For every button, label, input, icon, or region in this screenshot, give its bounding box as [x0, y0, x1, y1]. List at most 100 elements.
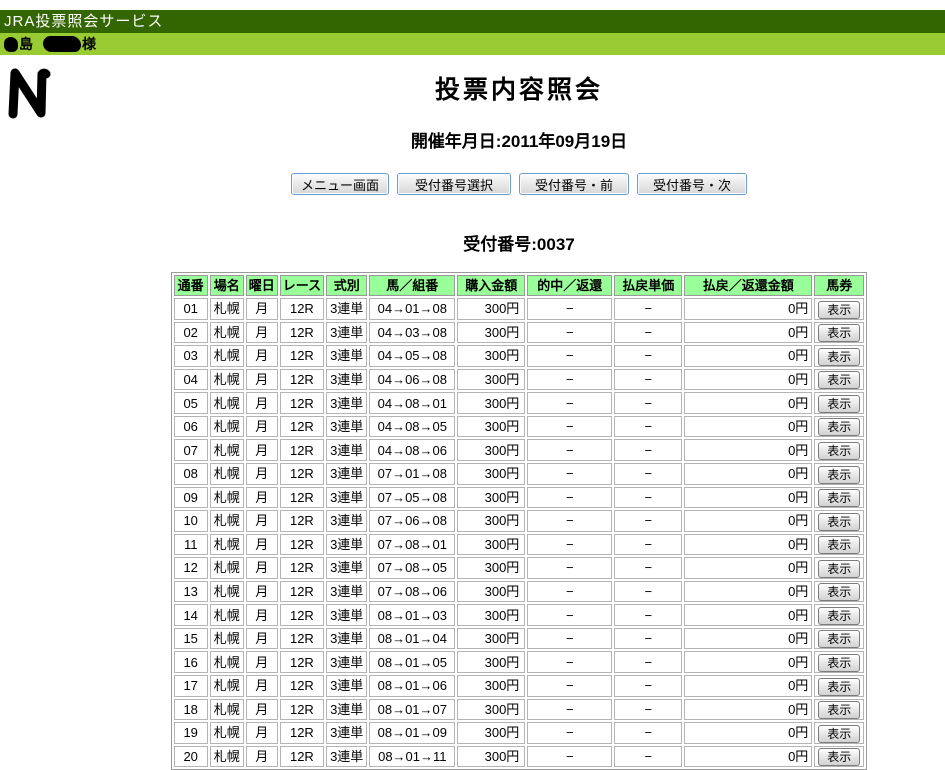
cell-venue: 札幌: [209, 651, 244, 673]
cell-payout-amount: 0円: [684, 557, 813, 579]
show-ticket-button[interactable]: 表示: [818, 324, 861, 343]
user-honorific: 様: [82, 36, 96, 52]
cell-serial: 15: [173, 627, 208, 650]
cell-horse-numbers: 07→06→08: [369, 510, 456, 532]
cell-serial: 03: [173, 345, 208, 367]
cell-ticket: 表示: [814, 345, 865, 367]
cell-ticket: 表示: [814, 533, 865, 556]
cell-race: 12R: [279, 298, 325, 320]
show-ticket-button[interactable]: 表示: [818, 724, 861, 743]
show-ticket-button[interactable]: 表示: [818, 606, 861, 625]
cell-hit-return: −: [527, 298, 613, 320]
column-header: 的中／返還: [527, 275, 613, 296]
cell-bet-type: 3連単: [326, 533, 368, 556]
cell-race: 12R: [279, 392, 325, 414]
cell-purchase-amount: 300円: [457, 745, 526, 768]
cell-venue: 札幌: [209, 510, 244, 532]
show-ticket-button[interactable]: 表示: [818, 748, 861, 767]
cell-payout-amount: 0円: [684, 510, 813, 532]
cell-bet-type: 3連単: [326, 580, 368, 603]
cell-serial: 19: [173, 722, 208, 744]
cell-payout-amount: 0円: [684, 722, 813, 744]
cell-payout-unit-price: −: [614, 439, 683, 461]
reception-number-prev-button[interactable]: 受付番号・前: [519, 173, 629, 195]
show-ticket-button[interactable]: 表示: [818, 441, 861, 460]
cell-payout-unit-price: −: [614, 510, 683, 532]
cell-purchase-amount: 300円: [457, 486, 526, 509]
cell-race: 12R: [279, 675, 325, 697]
show-ticket-button[interactable]: 表示: [818, 489, 861, 508]
cell-day: 月: [245, 651, 278, 673]
cell-hit-return: −: [527, 415, 613, 438]
table-row: 17 札幌月 12R 3連単 08→01→06 300円 − −0円 表示: [173, 675, 865, 697]
cell-horse-numbers: 07→05→08: [369, 486, 456, 509]
cell-payout-amount: 0円: [684, 439, 813, 461]
show-ticket-button[interactable]: 表示: [818, 465, 861, 484]
column-header: 曜日: [245, 275, 278, 296]
menu-screen-button[interactable]: メニュー画面: [291, 173, 389, 195]
cell-ticket: 表示: [814, 722, 865, 744]
main-content: 投票内容照会 開催年月日:2011年09月19日 メニュー画面 受付番号選択 受…: [93, 70, 945, 770]
cell-payout-amount: 0円: [684, 345, 813, 367]
reception-number-next-button[interactable]: 受付番号・次: [637, 173, 747, 195]
cell-hit-return: −: [527, 510, 613, 532]
cell-race: 12R: [279, 533, 325, 556]
cell-bet-type: 3連単: [326, 486, 368, 509]
table-row: 10 札幌月 12R 3連単 07→06→08 300円 − −0円 表示: [173, 510, 865, 532]
show-ticket-button[interactable]: 表示: [818, 583, 861, 602]
cell-ticket: 表示: [814, 321, 865, 344]
column-header: 払戻／返還金額: [684, 275, 813, 296]
table-row: 02 札幌月 12R 3連単 04→03→08 300円 − −0円 表示: [173, 321, 865, 344]
table-row: 16 札幌月 12R 3連単 08→01→05 300円 − −0円 表示: [173, 651, 865, 673]
show-ticket-button[interactable]: 表示: [818, 559, 861, 578]
cell-purchase-amount: 300円: [457, 557, 526, 579]
cell-hit-return: −: [527, 557, 613, 579]
cell-payout-unit-price: −: [614, 580, 683, 603]
cell-ticket: 表示: [814, 675, 865, 697]
cell-bet-type: 3連単: [326, 675, 368, 697]
show-ticket-button[interactable]: 表示: [818, 701, 861, 720]
cell-bet-type: 3連単: [326, 604, 368, 626]
show-ticket-button[interactable]: 表示: [818, 347, 861, 366]
show-ticket-button[interactable]: 表示: [818, 371, 861, 390]
cell-purchase-amount: 300円: [457, 392, 526, 414]
cell-day: 月: [245, 462, 278, 485]
cell-hit-return: −: [527, 462, 613, 485]
cell-bet-type: 3連単: [326, 745, 368, 768]
cell-purchase-amount: 300円: [457, 675, 526, 697]
reception-number-select-button[interactable]: 受付番号選択: [397, 173, 511, 195]
cell-serial: 06: [173, 415, 208, 438]
cell-payout-amount: 0円: [684, 415, 813, 438]
cell-serial: 18: [173, 698, 208, 721]
show-ticket-button[interactable]: 表示: [818, 300, 861, 319]
cell-venue: 札幌: [209, 722, 244, 744]
cell-purchase-amount: 300円: [457, 651, 526, 673]
show-ticket-button[interactable]: 表示: [818, 654, 861, 672]
show-ticket-button[interactable]: 表示: [818, 418, 861, 437]
cell-payout-unit-price: −: [614, 321, 683, 344]
cell-bet-type: 3連単: [326, 392, 368, 414]
cell-payout-unit-price: −: [614, 533, 683, 556]
cell-horse-numbers: 04→08→01: [369, 392, 456, 414]
show-ticket-button[interactable]: 表示: [818, 536, 861, 555]
column-header: 購入金額: [457, 275, 526, 296]
show-ticket-button[interactable]: 表示: [818, 630, 861, 649]
reception-number: 受付番号:0037: [463, 235, 575, 254]
table-row: 15 札幌月 12R 3連単 08→01→04 300円 − −0円 表示: [173, 627, 865, 650]
cell-day: 月: [245, 298, 278, 320]
cell-purchase-amount: 300円: [457, 321, 526, 344]
cell-venue: 札幌: [209, 675, 244, 697]
cell-race: 12R: [279, 698, 325, 721]
show-ticket-button[interactable]: 表示: [818, 394, 861, 413]
cell-bet-type: 3連単: [326, 651, 368, 673]
table-row: 04 札幌月 12R 3連単 04→06→08 300円 − −0円 表示: [173, 368, 865, 391]
cell-hit-return: −: [527, 321, 613, 344]
show-ticket-button[interactable]: 表示: [818, 512, 861, 531]
show-ticket-button[interactable]: 表示: [818, 677, 861, 696]
cell-ticket: 表示: [814, 392, 865, 414]
table-row: 03 札幌月 12R 3連単 04→05→08 300円 − −0円 表示: [173, 345, 865, 367]
cell-race: 12R: [279, 722, 325, 744]
cell-bet-type: 3連単: [326, 722, 368, 744]
table-row: 11 札幌月 12R 3連単 07→08→01 300円 − −0円 表示: [173, 533, 865, 556]
cell-race: 12R: [279, 345, 325, 367]
